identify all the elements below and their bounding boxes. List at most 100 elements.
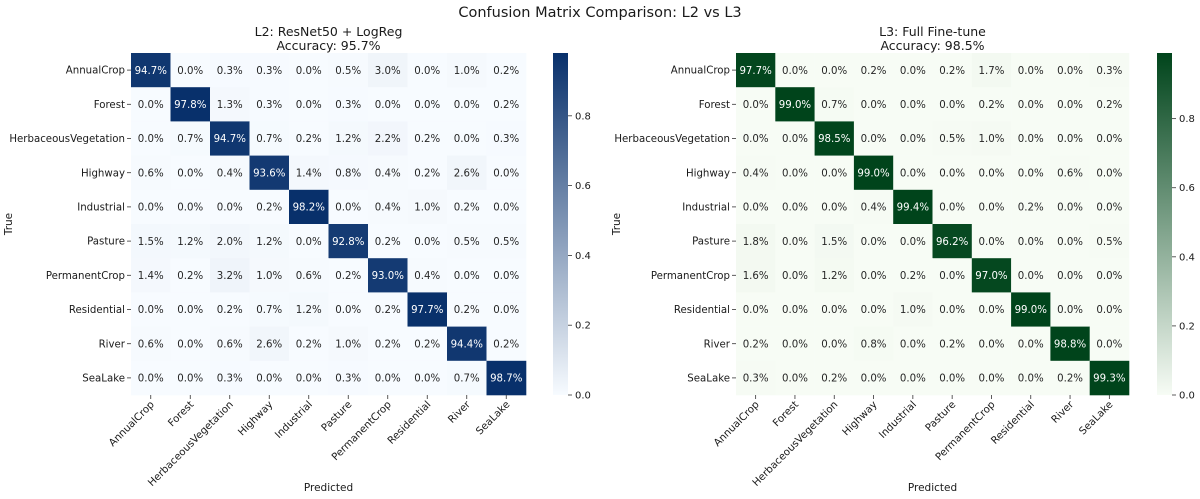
x-tick-label: AnnualCrop	[107, 399, 157, 449]
heatmap-cell	[407, 87, 448, 122]
heatmap-cell	[170, 53, 211, 88]
cell-value-label: 98.7%	[490, 374, 523, 385]
heatmap-cell	[249, 292, 290, 327]
cell-value-label: 99.0%	[857, 168, 890, 179]
heatmap-cell	[1050, 360, 1090, 396]
heatmap-cell	[289, 360, 329, 396]
heatmap-cell	[775, 189, 815, 225]
cell-value-label: 94.7%	[214, 134, 247, 145]
cell-value-label: 0.0%	[1096, 339, 1122, 350]
heatmap-cell	[486, 87, 527, 122]
y-axis-label: True	[611, 213, 623, 236]
heatmap-cell	[1089, 326, 1130, 362]
heatmap-cell	[893, 189, 933, 225]
heatmap-cell	[893, 121, 933, 156]
heatmap-cell	[814, 189, 855, 225]
heatmap-cell	[486, 258, 527, 293]
panel-title: L3: Full Fine-tune	[879, 24, 986, 39]
heatmap-cell	[853, 224, 894, 259]
colorbar-tick-label: 0.8	[1179, 114, 1195, 125]
heatmap-cell	[932, 87, 973, 122]
cell-value-label: 0.0%	[900, 237, 926, 248]
cell-value-label: 0.0%	[861, 134, 887, 145]
cell-value-label: 0.6%	[296, 271, 322, 282]
heatmap-cell	[407, 189, 448, 225]
cell-value-label: 0.2%	[861, 66, 887, 77]
heatmap-cell	[447, 53, 487, 88]
heatmap-cell	[249, 121, 290, 156]
heatmap-cell	[1050, 326, 1090, 362]
colorbar: 0.0 0.2 0.4 0.6 0.8	[553, 53, 591, 402]
cell-value-label: 99.0%	[779, 100, 812, 111]
y-tick-labels: AnnualCrop Forest HerbaceousVegetation High…	[614, 66, 736, 385]
y-tick-labels: AnnualCrop Forest HerbaceousVegetation High…	[9, 66, 131, 385]
heatmap-cell	[447, 87, 487, 122]
heatmap-cell	[368, 292, 408, 327]
cell-value-label: 0.5%	[493, 237, 519, 248]
heatmap-cell	[486, 326, 527, 362]
heatmap-cell	[1089, 155, 1130, 191]
cell-value-label: 0.0%	[138, 305, 164, 316]
cell-value-label: 0.4%	[743, 168, 769, 179]
heatmap-cell	[289, 326, 329, 362]
heatmap-cell	[447, 360, 487, 396]
cell-value-label: 0.0%	[1018, 374, 1044, 385]
heatmap-cell	[368, 360, 408, 396]
y-tick-label: Industrial	[682, 203, 730, 214]
heatmap-cell	[814, 292, 855, 327]
x-tick-label: Highway	[841, 399, 880, 438]
cell-value-label: 0.0%	[782, 237, 808, 248]
cell-value-label: 1.0%	[414, 203, 440, 214]
heatmap-cell	[1011, 292, 1051, 327]
colorbar-tick-label: 0.6	[1179, 183, 1195, 194]
heatmap-cell	[210, 53, 250, 88]
heatmap-cell	[1050, 224, 1090, 259]
heatmap-cell	[971, 121, 1012, 156]
cell-value-label: 0.2%	[454, 203, 480, 214]
heatmap-cell	[1089, 87, 1130, 122]
cell-value-label: 0.0%	[782, 305, 808, 316]
heatmap-cell	[736, 189, 776, 225]
colorbar-tick-label: 0.2	[575, 321, 591, 332]
cell-value-label: 0.2%	[375, 305, 401, 316]
cell-value-label: 0.0%	[177, 66, 203, 77]
heatmap-cell	[210, 224, 250, 259]
cell-value-label: 0.0%	[177, 374, 203, 385]
cell-value-label: 0.0%	[939, 374, 965, 385]
heatmap-cell	[1089, 53, 1130, 88]
cell-value-label: 0.2%	[821, 374, 847, 385]
heatmap-cell	[932, 224, 973, 259]
heatmap-cell	[368, 155, 408, 191]
x-axis-label: Predicted	[304, 482, 353, 494]
heatmap-cell	[853, 189, 894, 225]
heatmap-cell	[328, 53, 369, 88]
cell-value-label: 0.7%	[177, 134, 203, 145]
cell-value-label: 0.2%	[375, 237, 401, 248]
cell-value-label: 3.0%	[375, 66, 401, 77]
heatmap-cell	[289, 121, 329, 156]
cell-value-label: 0.0%	[821, 66, 847, 77]
cell-value-label: 0.0%	[335, 203, 361, 214]
cell-value-label: 98.2%	[293, 203, 326, 214]
cell-value-label: 0.0%	[1018, 339, 1044, 350]
cell-value-label: 0.0%	[493, 168, 519, 179]
heatmap-cell	[736, 258, 776, 293]
cell-value-label: 0.0%	[939, 271, 965, 282]
cell-value-label: 97.7%	[411, 305, 444, 316]
heatmap-cell	[932, 292, 973, 327]
heatmap-cell	[131, 360, 171, 396]
cell-value-label: 0.0%	[782, 134, 808, 145]
heatmap-cell	[775, 53, 815, 88]
heatmap-cell	[249, 258, 290, 293]
heatmap-cell	[368, 258, 408, 293]
y-tick-label: Residential	[69, 305, 125, 316]
heatmap-cell	[170, 224, 211, 259]
heatmap-cell	[1011, 224, 1051, 259]
heatmap-cell	[736, 53, 776, 88]
cell-value-label: 0.3%	[217, 66, 243, 77]
cell-value-label: 0.2%	[414, 134, 440, 145]
cell-value-label: 0.0%	[454, 100, 480, 111]
x-tick-label: SeaLake	[474, 399, 512, 437]
cell-value-label: 1.5%	[138, 237, 164, 248]
heatmap-cell	[971, 258, 1012, 293]
